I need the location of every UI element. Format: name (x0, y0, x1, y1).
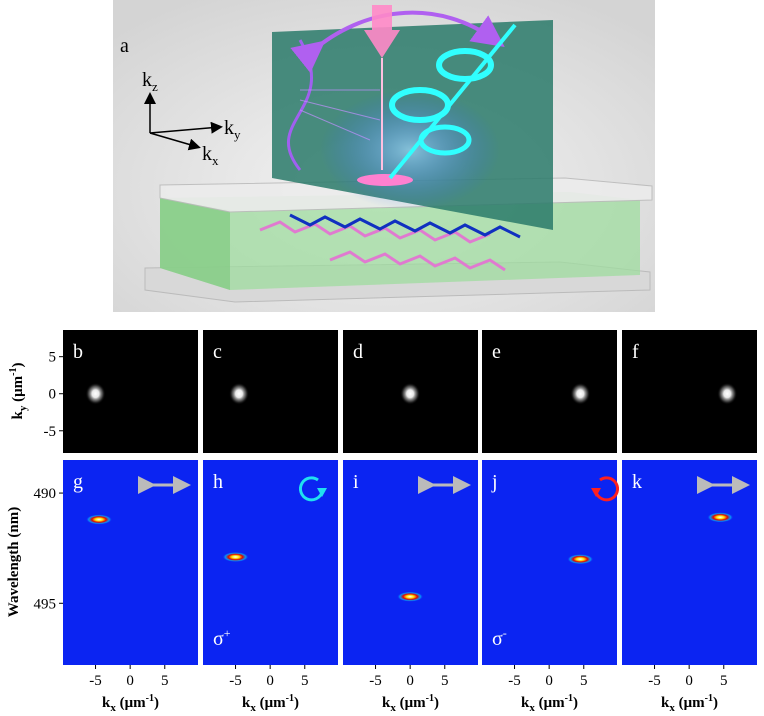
x-axis-title-part: -1 (565, 693, 573, 704)
emission-spot (717, 382, 738, 405)
axis-label: ky (224, 117, 241, 142)
panel-label: k (632, 471, 642, 493)
panel-image (63, 330, 198, 453)
x-axis-title-part: k (661, 695, 670, 711)
x-axis-title: kx (μm-1) (382, 693, 439, 714)
schematic: a kz ky kx (113, 0, 655, 312)
panel-label: i (353, 471, 359, 493)
panel-image (203, 330, 338, 453)
pol-base: σ (492, 628, 503, 650)
x-axis-title: kx (μm-1) (521, 693, 578, 714)
x-tick-label: -5 (369, 673, 382, 689)
panel-label: g (73, 471, 83, 493)
panel-image (203, 460, 338, 665)
x-axis-title-part: k (242, 695, 251, 711)
emission-spot (229, 382, 249, 405)
panel-image (622, 460, 757, 665)
panel-label: j (491, 471, 498, 493)
emission-spot (397, 591, 424, 602)
x-tick-label: 5 (301, 673, 309, 689)
emission-spot (222, 551, 249, 562)
panel-image (482, 330, 617, 453)
x-axis-title-part: ) (294, 695, 299, 711)
x-tick-label: 5 (720, 673, 728, 689)
panel-label: d (353, 341, 363, 363)
emission-spot (400, 382, 421, 405)
x-axis-title-part: (μm (256, 695, 286, 711)
panel-image (63, 460, 198, 665)
x-axis-title: kx (μm-1) (661, 693, 718, 714)
y-tick-label: 5 (49, 350, 57, 366)
panel-label: c (213, 341, 222, 363)
x-axis-title-part: -1 (286, 693, 294, 704)
x-tick-label: -5 (229, 673, 242, 689)
emission-spot (707, 512, 734, 523)
x-axis-title-part: x (110, 702, 116, 714)
emission-spot (86, 514, 112, 525)
axis-label: kx (202, 143, 219, 168)
x-tick-label: -5 (89, 673, 102, 689)
emission-spot (567, 554, 594, 565)
x-axis-title-part: x (669, 702, 675, 714)
polarization-label: σ- (492, 626, 507, 650)
x-axis-title-part: (μm (116, 695, 146, 711)
x-tick-label: 5 (580, 673, 588, 689)
y-axis-title: ky (μm-1) (8, 363, 29, 420)
polarization-label: σ+ (213, 626, 231, 650)
x-axis-title-part: ) (434, 695, 439, 711)
x-tick-label: 0 (406, 673, 414, 689)
x-tick-label: 0 (545, 673, 553, 689)
x-axis-title-part: k (521, 695, 530, 711)
x-axis-title-part: -1 (426, 693, 434, 704)
y-tick-label: 490 (34, 486, 57, 502)
x-axis-title-part: ) (713, 695, 718, 711)
x-tick-label: 0 (266, 673, 274, 689)
x-axis-title-part: (μm (535, 695, 565, 711)
pol-sup: + (224, 626, 231, 640)
x-tick-label: -5 (648, 673, 661, 689)
x-axis-title-part: k (382, 695, 391, 711)
x-tick-label: -5 (508, 673, 521, 689)
x-axis-title: kx (μm-1) (242, 693, 299, 714)
x-axis-title-part: (μm (396, 695, 426, 711)
panel-label: a (120, 35, 129, 57)
y-axis-title: Wavelength (nm) (6, 507, 22, 617)
axis-label: kz (142, 69, 158, 94)
y-tick-label: 0 (49, 387, 57, 403)
emission-spot (85, 382, 106, 405)
panel-label: e (492, 341, 501, 363)
x-tick-label: 5 (441, 673, 449, 689)
x-axis-title-part: x (250, 702, 256, 714)
x-tick-label: 5 (161, 673, 169, 689)
panel-label: b (73, 341, 83, 363)
x-axis-title: kx (μm-1) (102, 693, 159, 714)
panel-label: f (632, 341, 639, 363)
y-tick-label: -5 (44, 424, 57, 440)
x-axis-title-part: x (390, 702, 396, 714)
x-axis-title-part: -1 (146, 693, 154, 704)
y-tick-label: 495 (34, 596, 57, 612)
x-axis-title-part: k (102, 695, 111, 711)
x-axis-title-part: -1 (705, 693, 713, 704)
pol-icons (138, 476, 750, 502)
x-axis-title-part: ) (573, 695, 578, 711)
x-axis-title-part: (μm (675, 695, 705, 711)
x-axis-title-part: ) (154, 695, 159, 711)
x-tick-label: 0 (685, 673, 693, 689)
panel-image (343, 460, 478, 665)
pol-sup: - (503, 626, 507, 640)
emission-spot (570, 382, 591, 405)
x-axis-title-part: x (529, 702, 535, 714)
pol-base: σ (213, 628, 224, 650)
panel-label: h (213, 471, 223, 493)
x-tick-label: 0 (126, 673, 134, 689)
